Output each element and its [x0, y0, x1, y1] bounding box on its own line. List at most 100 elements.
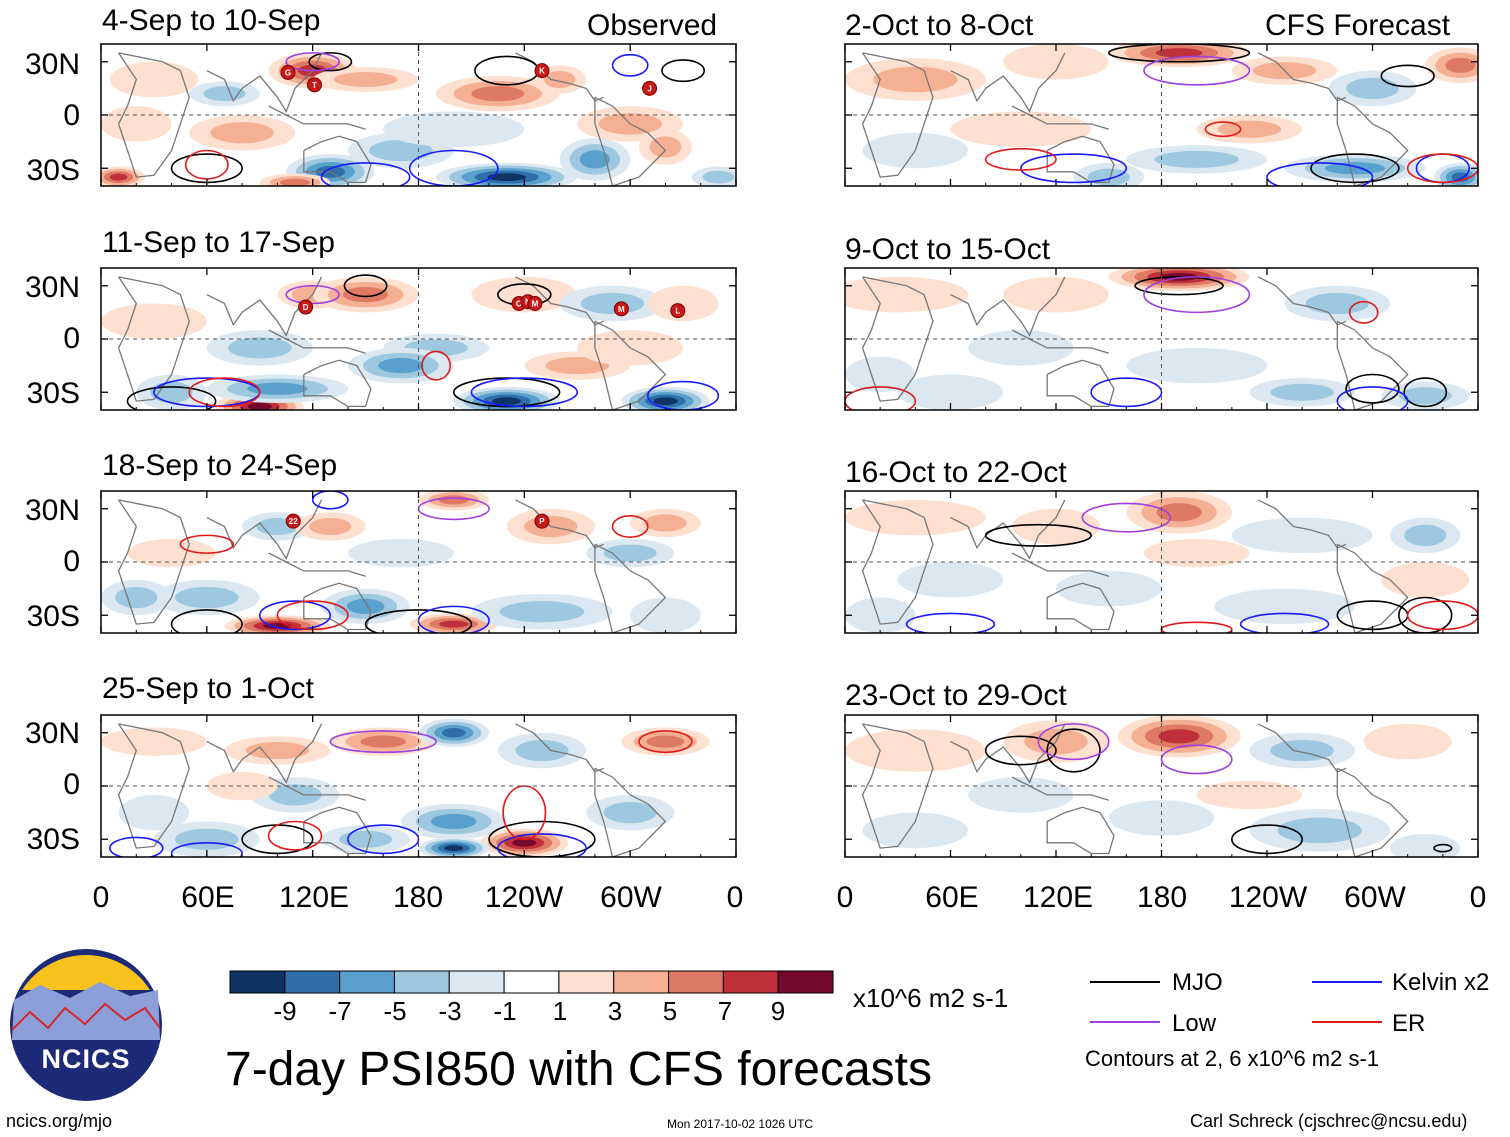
negative-anomaly: [499, 601, 585, 623]
positive-anomaly: [333, 72, 398, 87]
er-contour: [1204, 121, 1242, 138]
coastline: [303, 359, 372, 408]
positive-anomaly: [1445, 57, 1476, 73]
colorbar-bin: [613, 970, 670, 994]
kelvin-contour: [109, 836, 164, 857]
mjo-contour: [1398, 596, 1453, 633]
negative-anomaly: [1214, 588, 1355, 625]
coastline: [206, 499, 323, 560]
negative-anomaly: [175, 586, 239, 609]
kelvin-contour: [258, 600, 332, 631]
negative-anomaly: [347, 538, 454, 568]
positive-anomaly: [309, 517, 352, 536]
panel-title-fc3: 16-Oct to 22-Oct: [845, 456, 1067, 489]
ytick-30s-row3: 30S: [26, 600, 80, 633]
xtick-right-360: 0: [1469, 881, 1487, 914]
storm-marker: M: [613, 301, 629, 317]
positive-anomaly: [644, 514, 687, 532]
coastline: [117, 276, 190, 402]
storm-marker-circle: [670, 303, 686, 319]
legend-er-label: ER: [1392, 1010, 1426, 1037]
storm-marker-circle: [613, 301, 629, 317]
negative-anomaly: [175, 828, 239, 850]
positive-anomaly: [101, 106, 172, 142]
logo-line: [11, 1002, 161, 1031]
positive-anomaly: [545, 357, 609, 375]
low-contour: [1143, 276, 1251, 314]
ytick-0-row2: 0: [63, 322, 80, 355]
er-contour: [502, 785, 547, 841]
negative-anomaly: [203, 86, 246, 102]
xtick-right-180: 180: [1136, 881, 1188, 914]
ytick-0-row3: 0: [63, 545, 80, 578]
colorbar-bin: [448, 970, 505, 994]
positive-anomaly: [649, 136, 682, 158]
footer-timestamp: Mon 2017-10-02 1026 UTC: [667, 1117, 814, 1131]
figure-title: 7-day PSI850 with CFS forecasts: [225, 1043, 932, 1096]
er-contour: [421, 350, 452, 381]
ytick-0-row1: 0: [63, 99, 80, 132]
colorbar-bin: [777, 970, 834, 994]
positive-anomaly: [1143, 538, 1250, 568]
xtick-left-120w: 120W: [484, 881, 564, 914]
kelvin-contour: [611, 53, 649, 77]
footer-url[interactable]: ncics.org/mjo: [6, 1111, 113, 1131]
mjo-contour: [308, 52, 353, 72]
ytick-30n-row4: 30N: [24, 717, 80, 750]
positive-anomaly: [247, 402, 272, 410]
negative-anomaly: [268, 784, 322, 806]
positive-anomaly: [1363, 723, 1452, 760]
coastline: [1046, 806, 1115, 855]
positive-anomaly: [101, 727, 207, 756]
storm-marker-circle: [306, 77, 322, 93]
storm-marker: T: [306, 77, 322, 93]
kelvin-contour: [170, 842, 243, 857]
ytick-0-row4: 0: [63, 768, 80, 801]
positive-anomaly: [1217, 120, 1282, 138]
storm-marker-label: L: [675, 307, 680, 316]
map-panel-fc1: [845, 44, 1478, 186]
negative-anomaly: [1056, 570, 1162, 607]
coastline: [861, 499, 934, 625]
coastline: [1336, 320, 1409, 410]
negative-anomaly: [431, 813, 477, 830]
map-panel-obs2: [101, 268, 736, 410]
low-contour: [285, 284, 340, 305]
kelvin-contour: [311, 491, 349, 510]
positive-anomaly: [1381, 562, 1470, 598]
positive-anomaly: [1012, 508, 1100, 545]
negative-anomaly: [1346, 77, 1399, 100]
negative-anomaly: [346, 598, 385, 614]
negative-anomaly: [603, 801, 657, 824]
coastline: [1046, 582, 1115, 631]
coastline: [1011, 776, 1109, 801]
er-contour: [984, 147, 1057, 171]
ytick-30n-row3: 30N: [24, 494, 80, 527]
ytick-30n-row1: 30N: [24, 48, 80, 81]
mjo-contour: [170, 609, 243, 633]
coastline: [861, 276, 934, 402]
mjo-contour: [1380, 64, 1435, 88]
mjo-contour: [1433, 843, 1453, 853]
coastline: [1336, 543, 1409, 633]
negative-anomaly: [1231, 517, 1373, 554]
storm-marker-circle: [298, 299, 314, 315]
kelvin-contour: [1239, 612, 1330, 633]
kelvin-contour: [347, 824, 420, 855]
storm-marker-label: O: [516, 300, 522, 309]
er-contour: [1406, 153, 1478, 184]
map-panel-obs1: [101, 44, 736, 186]
er-contour: [1406, 600, 1478, 631]
negative-anomaly: [579, 150, 611, 169]
coastline: [950, 276, 1066, 337]
positive-anomaly: [1156, 503, 1202, 522]
negative-anomaly: [1390, 833, 1461, 857]
ytick-30s-row4: 30S: [26, 823, 80, 856]
low-contour: [285, 52, 340, 72]
er-contour: [179, 534, 235, 554]
negative-anomaly: [515, 739, 569, 762]
negative-anomaly: [1398, 387, 1452, 405]
mjo-contour: [1107, 44, 1251, 63]
coastline: [950, 52, 1066, 113]
